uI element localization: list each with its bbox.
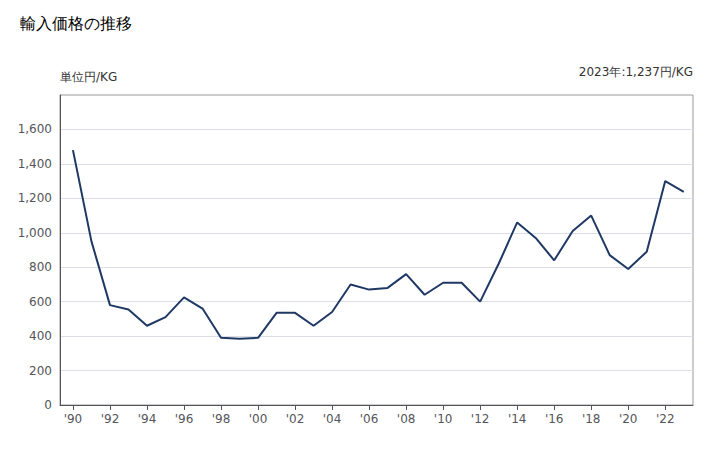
svg-text:'02: '02 xyxy=(286,412,305,426)
svg-text:'96: '96 xyxy=(175,412,194,426)
svg-text:2023年:1,237円/KG: 2023年:1,237円/KG xyxy=(579,65,693,79)
svg-text:'20: '20 xyxy=(619,412,638,426)
svg-text:'22: '22 xyxy=(656,412,675,426)
svg-text:'18: '18 xyxy=(582,412,601,426)
svg-text:800: 800 xyxy=(29,260,52,274)
svg-text:1,200: 1,200 xyxy=(18,191,52,205)
svg-text:200: 200 xyxy=(29,364,52,378)
svg-text:'04: '04 xyxy=(323,412,342,426)
svg-text:'12: '12 xyxy=(471,412,490,426)
svg-text:'14: '14 xyxy=(508,412,527,426)
svg-text:'90: '90 xyxy=(64,412,83,426)
svg-text:'92: '92 xyxy=(101,412,120,426)
svg-text:1,400: 1,400 xyxy=(18,157,52,171)
svg-text:1,000: 1,000 xyxy=(18,226,52,240)
svg-text:'08: '08 xyxy=(397,412,416,426)
svg-text:400: 400 xyxy=(29,329,52,343)
svg-text:'16: '16 xyxy=(545,412,564,426)
svg-text:'98: '98 xyxy=(212,412,231,426)
svg-text:'10: '10 xyxy=(434,412,453,426)
svg-text:600: 600 xyxy=(29,295,52,309)
svg-text:'06: '06 xyxy=(360,412,379,426)
svg-text:'94: '94 xyxy=(138,412,157,426)
svg-text:輸入価格の推移: 輸入価格の推移 xyxy=(20,14,132,33)
svg-text:1,600: 1,600 xyxy=(18,122,52,136)
svg-text:'00: '00 xyxy=(249,412,268,426)
svg-text:単位円/KG: 単位円/KG xyxy=(60,70,117,84)
svg-text:0: 0 xyxy=(44,398,52,412)
